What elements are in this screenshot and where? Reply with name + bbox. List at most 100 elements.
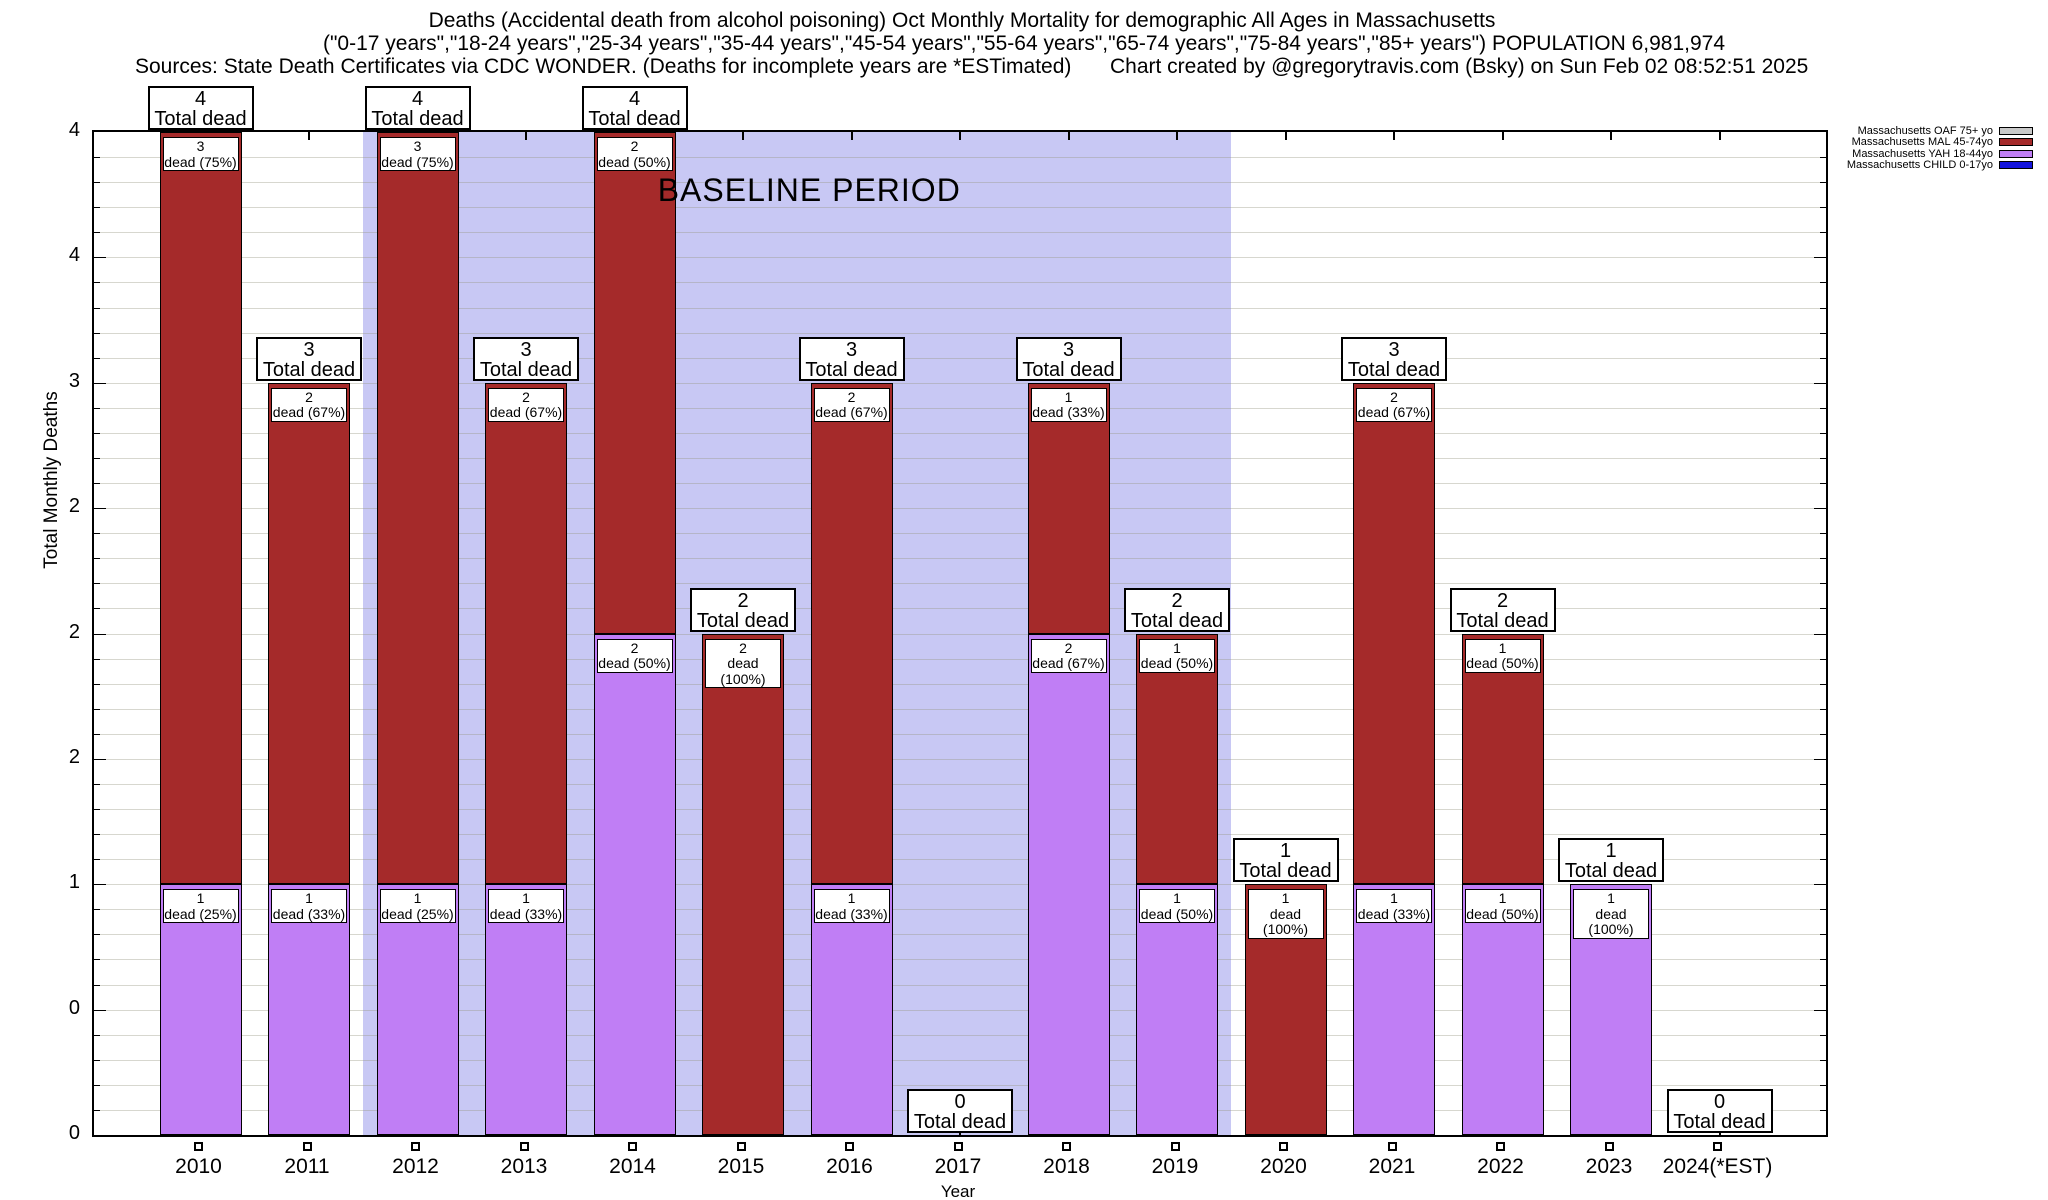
y-minor-tick: [94, 533, 100, 535]
legend-row: Massachusetts OAF 75+ yo: [1847, 125, 2033, 137]
total-dead-box: 2 Total dead: [1124, 587, 1230, 632]
y-tick-label: 3: [68, 369, 80, 392]
y-major-tick: [94, 508, 106, 510]
total-word: Total dead: [1239, 860, 1332, 883]
y-tick-label: 0: [68, 1122, 80, 1144]
y-tick-label: 2: [68, 745, 80, 768]
total-word: Total dead: [154, 108, 247, 130]
bar-segment-mal: [1461, 633, 1544, 885]
total-word: Total dead: [696, 609, 790, 632]
y-minor-tick: [1820, 182, 1826, 184]
bar-segment-yah: [376, 884, 459, 1135]
y-major-tick: [1814, 257, 1826, 259]
gridline: [94, 884, 1826, 886]
segment-pct: dead (50%): [598, 655, 671, 671]
total-dead-box: 3 Total dead: [473, 336, 579, 381]
bar-segment-label: 1 dead (33%): [1356, 889, 1432, 924]
segment-pct: dead (67%): [272, 404, 346, 421]
segment-pct: dead (25%): [381, 905, 454, 922]
segment-count: 1: [1498, 890, 1507, 907]
x-axis-point-marker: [1279, 1142, 1288, 1151]
y-major-tick: [1814, 758, 1826, 760]
gridline: [94, 683, 1826, 685]
segment-pct: dead (67%): [489, 404, 563, 421]
gridline: [94, 583, 1826, 585]
x-year-label: 2020: [1260, 1155, 1307, 1178]
segment-pct: dead (33%): [272, 905, 346, 922]
y-minor-tick: [1820, 733, 1826, 735]
y-minor-tick: [1820, 232, 1826, 234]
gridline: [94, 1084, 1826, 1086]
total-dead-box: 4 Total dead: [581, 86, 688, 130]
y-minor-tick: [1820, 533, 1826, 535]
bar-segment-label: 3 dead (75%): [162, 137, 239, 171]
segment-count: 2: [1064, 639, 1073, 656]
total-dead-box: 1 Total dead: [1232, 838, 1339, 883]
x-axis-point-marker: [1387, 1142, 1397, 1151]
y-tick-label: 4: [68, 244, 80, 267]
gridline: [94, 859, 1826, 861]
x-axis-point-marker: [1496, 1142, 1505, 1151]
y-minor-tick: [94, 432, 100, 434]
gridline: [94, 608, 1826, 610]
total-dead-box: 4 Total dead: [147, 86, 254, 130]
bar-segment-label: 2 dead (67%): [488, 387, 564, 422]
legend-label: Massachusetts MAL 45-74yo: [1851, 136, 1993, 149]
y-major-tick: [1814, 884, 1826, 886]
total-dead-box: 1 Total dead: [1558, 838, 1664, 883]
gridline: [94, 332, 1826, 334]
x-year-label: 2015: [717, 1155, 765, 1178]
y-axis-title: Total Monthly Deaths: [41, 391, 62, 569]
y-minor-tick: [94, 207, 100, 209]
y-minor-tick: [94, 157, 100, 159]
x-year-label: 2023: [1585, 1155, 1633, 1178]
y-major-tick: [1814, 508, 1826, 510]
bar-segment-label: 2 dead (100%): [705, 638, 781, 688]
bar-segment-yah: [485, 884, 567, 1135]
total-word: Total dead: [1564, 860, 1658, 883]
segment-pct: dead (50%): [1140, 905, 1214, 922]
gridline: [94, 934, 1826, 936]
segment-count: 1: [847, 890, 856, 907]
segment-count: 1: [196, 890, 205, 907]
legend-row: Massachusetts YAH 18-44yo: [1847, 148, 2033, 160]
total-dead-box: 0 Total dead: [907, 1089, 1013, 1133]
x-year-tick: [1501, 132, 1504, 140]
segment-pct: dead (100%): [1262, 905, 1309, 938]
bar-segment-label: 1 dead (100%): [1247, 889, 1324, 939]
segment-count: 1: [305, 890, 313, 907]
x-year-label: 2016: [826, 1155, 873, 1178]
total-count: 4: [411, 88, 424, 110]
y-minor-tick: [94, 733, 100, 735]
bar-segment-label: 2 dead (50%): [596, 137, 673, 171]
bar-segment-yah: [810, 884, 893, 1135]
y-minor-tick: [1820, 984, 1826, 986]
legend-row: Massachusetts CHILD 0-17yo: [1847, 159, 2033, 171]
total-word: Total dead: [371, 108, 464, 130]
y-minor-tick: [1820, 357, 1826, 359]
y-minor-tick: [1820, 859, 1826, 861]
x-year-tick: [308, 132, 310, 140]
gridline: [94, 558, 1826, 560]
gridline: [94, 382, 1826, 384]
x-year-label: 2018: [1043, 1155, 1090, 1178]
y-minor-tick: [94, 934, 100, 936]
gridline: [94, 959, 1826, 961]
segment-count: 3: [413, 138, 422, 154]
y-minor-tick: [1820, 1109, 1826, 1111]
segment-count: 1: [1281, 890, 1290, 907]
gridline: [94, 207, 1826, 209]
x-year-tick: [1393, 132, 1395, 140]
segment-pct: dead (33%): [815, 905, 888, 922]
segment-pct: dead (67%): [1032, 655, 1105, 671]
bar-segment-label: 1 dead (33%): [488, 889, 564, 924]
bar-segment-label: 2 dead (67%): [1356, 387, 1432, 422]
gridline: [94, 1034, 1826, 1036]
total-count: 1: [1279, 840, 1292, 863]
y-major-tick: [94, 1009, 106, 1011]
bar-segment-label: 1 dead (33%): [813, 889, 890, 924]
y-minor-tick: [94, 959, 100, 961]
chart-title: Deaths (Accidental death from alcohol po…: [428, 9, 1496, 32]
y-minor-tick: [94, 483, 100, 485]
total-count: 3: [1388, 338, 1400, 361]
